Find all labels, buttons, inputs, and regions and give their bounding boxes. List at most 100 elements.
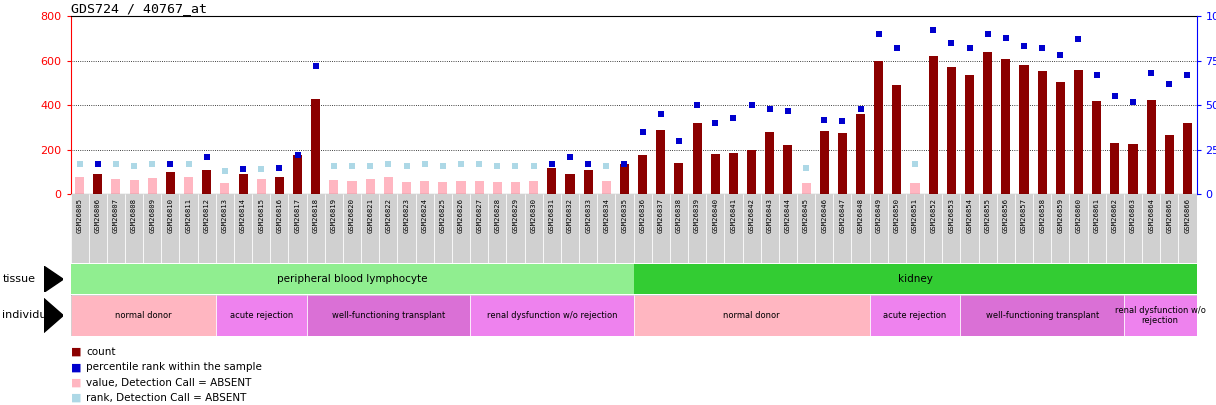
Point xyxy=(597,163,617,169)
Text: GSM26807: GSM26807 xyxy=(113,198,119,233)
Point xyxy=(88,161,107,167)
Point xyxy=(179,161,198,167)
Bar xyxy=(579,194,597,263)
Bar xyxy=(888,194,906,263)
Point xyxy=(233,166,253,173)
Text: ■: ■ xyxy=(71,347,81,357)
Text: GSM26863: GSM26863 xyxy=(1130,198,1136,233)
Bar xyxy=(529,181,539,194)
Bar xyxy=(602,181,610,194)
Bar xyxy=(979,194,997,263)
Bar xyxy=(361,194,379,263)
Bar xyxy=(984,52,992,194)
Text: GSM26859: GSM26859 xyxy=(1058,198,1063,233)
Point xyxy=(978,31,997,37)
Point xyxy=(724,115,743,121)
Point xyxy=(651,111,670,117)
Text: GSM26843: GSM26843 xyxy=(767,198,772,233)
Bar xyxy=(220,183,230,194)
Bar xyxy=(620,164,629,194)
Bar xyxy=(215,194,233,263)
Bar xyxy=(311,99,320,194)
Bar xyxy=(293,156,302,194)
Point xyxy=(869,31,889,37)
Point xyxy=(760,106,779,112)
Bar xyxy=(215,295,306,336)
Text: renal dysfunction w/o rejection: renal dysfunction w/o rejection xyxy=(486,311,617,320)
Text: well-functioning transplant: well-functioning transplant xyxy=(985,311,1099,320)
Point xyxy=(833,118,852,125)
Point xyxy=(615,161,635,167)
Bar xyxy=(107,194,125,263)
Text: GSM26842: GSM26842 xyxy=(749,198,755,233)
Bar xyxy=(561,194,579,263)
Text: GSM26848: GSM26848 xyxy=(857,198,863,233)
Bar xyxy=(1052,194,1069,263)
Bar xyxy=(657,130,665,194)
Text: GSM26835: GSM26835 xyxy=(621,198,627,233)
Text: GSM26857: GSM26857 xyxy=(1021,198,1028,233)
Bar xyxy=(961,295,1124,336)
Text: GSM26850: GSM26850 xyxy=(894,198,900,233)
Bar xyxy=(634,295,869,336)
Text: GSM26854: GSM26854 xyxy=(967,198,973,233)
Text: value, Detection Call = ABSENT: value, Detection Call = ABSENT xyxy=(86,378,252,388)
Text: GSM26836: GSM26836 xyxy=(640,198,646,233)
Text: renal dysfunction w/o
rejection: renal dysfunction w/o rejection xyxy=(1115,306,1205,325)
Point xyxy=(851,106,871,112)
Point xyxy=(542,161,562,167)
Text: GSM26847: GSM26847 xyxy=(839,198,845,233)
Bar xyxy=(1124,295,1197,336)
Bar xyxy=(252,194,270,263)
Text: GSM26858: GSM26858 xyxy=(1040,198,1046,233)
Text: ■: ■ xyxy=(71,378,81,388)
Bar xyxy=(929,56,938,194)
Bar xyxy=(924,194,942,263)
Bar xyxy=(130,180,139,194)
Bar xyxy=(233,194,252,263)
Point xyxy=(451,161,471,167)
Text: GSM26818: GSM26818 xyxy=(313,198,319,233)
Bar xyxy=(652,194,670,263)
Bar xyxy=(180,194,198,263)
Text: GSM26820: GSM26820 xyxy=(349,198,355,233)
Bar xyxy=(1124,194,1142,263)
Bar xyxy=(942,194,961,263)
Bar xyxy=(710,154,720,194)
Bar xyxy=(634,264,1197,294)
Text: GSM26813: GSM26813 xyxy=(221,198,227,233)
Bar xyxy=(542,194,561,263)
Bar xyxy=(869,194,888,263)
Bar xyxy=(869,295,961,336)
Text: GSM26864: GSM26864 xyxy=(1148,198,1154,233)
Point xyxy=(415,161,434,167)
Bar xyxy=(1001,58,1010,194)
Bar xyxy=(94,174,102,194)
Text: GSM26825: GSM26825 xyxy=(440,198,446,233)
Point xyxy=(1014,43,1034,50)
Bar xyxy=(306,194,325,263)
Bar xyxy=(1183,123,1192,194)
Text: count: count xyxy=(86,347,116,357)
Point xyxy=(343,163,362,169)
Text: GDS724 / 40767_at: GDS724 / 40767_at xyxy=(71,2,207,15)
Bar xyxy=(725,194,743,263)
Bar xyxy=(966,75,974,194)
Point xyxy=(579,161,598,167)
Text: GSM26841: GSM26841 xyxy=(731,198,737,233)
Point xyxy=(1051,52,1070,59)
Point xyxy=(197,154,216,160)
Bar xyxy=(416,194,434,263)
Text: percentile rank within the sample: percentile rank within the sample xyxy=(86,362,263,372)
Text: GSM26810: GSM26810 xyxy=(168,198,174,233)
Bar xyxy=(1074,70,1083,194)
Bar xyxy=(398,194,416,263)
Text: GSM26830: GSM26830 xyxy=(530,198,536,233)
Text: GSM26861: GSM26861 xyxy=(1093,198,1099,233)
Bar xyxy=(1110,143,1120,194)
Bar xyxy=(801,183,811,194)
Polygon shape xyxy=(44,298,63,333)
Point xyxy=(905,161,925,167)
Point xyxy=(524,163,544,169)
Text: GSM26809: GSM26809 xyxy=(150,198,156,233)
